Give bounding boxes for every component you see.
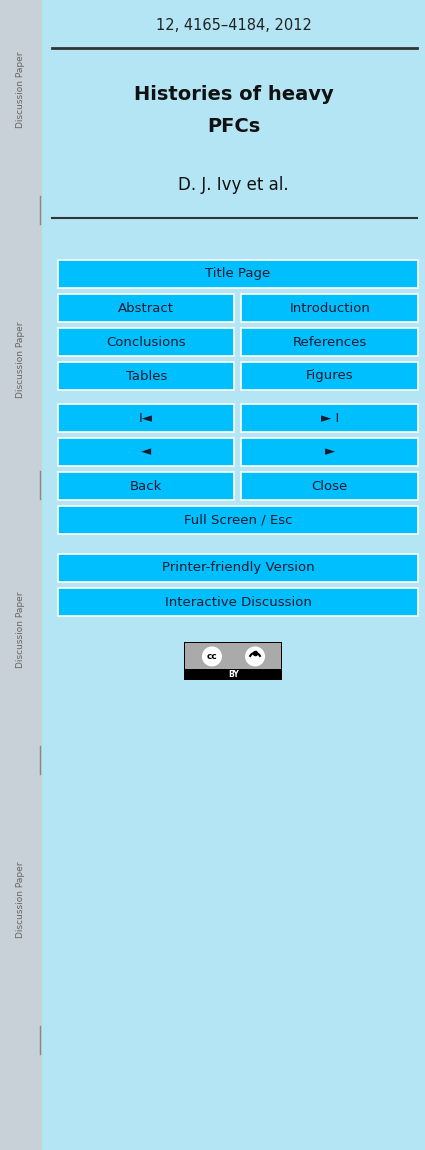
Text: PFCs: PFCs [207,116,260,136]
FancyBboxPatch shape [58,362,235,390]
Text: ►: ► [325,445,335,459]
Text: I◄: I◄ [139,412,153,424]
Text: ◄: ◄ [141,445,151,459]
Text: ► I: ► I [320,412,339,424]
FancyBboxPatch shape [241,328,418,356]
FancyBboxPatch shape [58,328,235,356]
FancyBboxPatch shape [58,506,418,534]
Text: Discussion Paper: Discussion Paper [17,52,26,129]
Text: Histories of heavy: Histories of heavy [133,84,333,103]
Text: Conclusions: Conclusions [106,336,186,348]
Text: Discussion Paper: Discussion Paper [17,861,26,938]
Text: cc: cc [207,652,217,661]
FancyBboxPatch shape [58,588,418,616]
Text: Printer-friendly Version: Printer-friendly Version [162,561,314,575]
FancyBboxPatch shape [241,438,418,466]
Text: Discussion Paper: Discussion Paper [17,592,26,668]
Text: References: References [293,336,367,348]
Circle shape [245,646,265,667]
Text: Tables: Tables [125,369,167,383]
Text: Discussion Paper: Discussion Paper [17,322,26,398]
FancyBboxPatch shape [58,294,235,322]
FancyBboxPatch shape [241,294,418,322]
FancyBboxPatch shape [241,404,418,432]
FancyBboxPatch shape [241,472,418,500]
Text: BY: BY [228,670,239,678]
Text: Introduction: Introduction [289,301,370,314]
Circle shape [202,646,222,667]
Text: Abstract: Abstract [118,301,174,314]
Text: Close: Close [312,480,348,492]
FancyBboxPatch shape [58,404,235,432]
Text: Title Page: Title Page [205,268,271,281]
Text: 12, 4165–4184, 2012: 12, 4165–4184, 2012 [156,18,312,33]
FancyBboxPatch shape [58,472,235,500]
Text: Back: Back [130,480,162,492]
Bar [184,642,283,680]
Text: Full Screen / Esc: Full Screen / Esc [184,514,292,527]
FancyBboxPatch shape [58,554,418,582]
Text: Interactive Discussion: Interactive Discussion [164,596,312,608]
FancyBboxPatch shape [58,260,418,288]
Text: D. J. Ivy et al.: D. J. Ivy et al. [178,176,289,194]
Bar [0,0,42,1150]
Bar [185,643,281,669]
FancyBboxPatch shape [241,362,418,390]
Text: Figures: Figures [306,369,354,383]
FancyBboxPatch shape [58,438,235,466]
